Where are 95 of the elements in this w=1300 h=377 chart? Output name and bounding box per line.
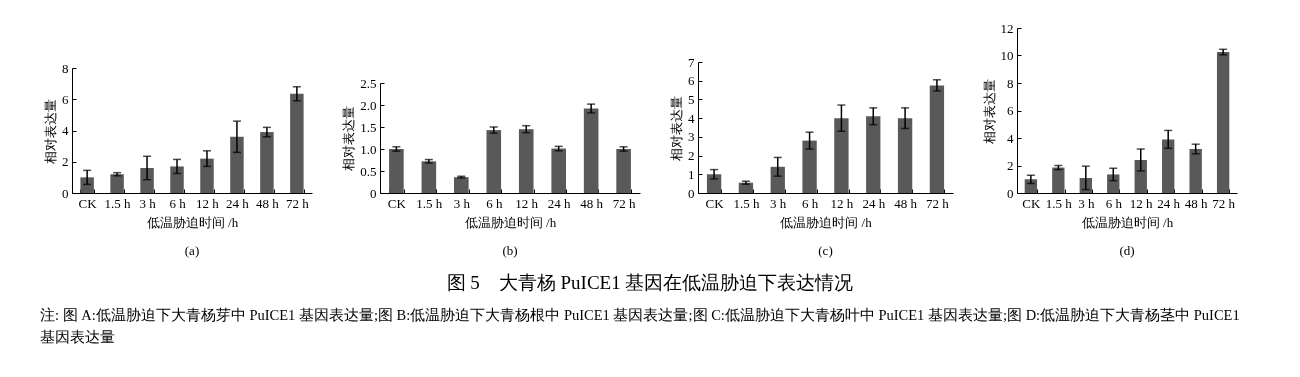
y-tick-label: 6 xyxy=(62,91,69,107)
x-tick-label: 12 h xyxy=(1129,195,1154,211)
x-tick-label: 3 h xyxy=(1078,195,1095,211)
x-tick-label: 24 h xyxy=(862,195,886,211)
x-tick-label: 72 h xyxy=(1212,195,1236,211)
bar xyxy=(802,140,817,193)
x-tick-label: CK xyxy=(387,195,407,211)
x-tick-label: 72 h xyxy=(285,195,310,211)
y-tick-label: 1 xyxy=(688,166,695,182)
y-tick-label: 2.0 xyxy=(360,97,377,113)
y-axis-title: 相对表达量 xyxy=(669,95,684,161)
bar xyxy=(897,118,913,193)
x-tick-label: 1.5 h xyxy=(1045,195,1073,211)
y-tick-label: 1.5 xyxy=(360,119,377,135)
x-tick-label: 48 h xyxy=(894,195,918,211)
y-tick-label: 8 xyxy=(62,60,69,76)
y-tick-label: 4 xyxy=(62,123,69,138)
x-tick-label: CK xyxy=(705,195,725,211)
bar xyxy=(1107,174,1120,193)
y-tick-label: 5 xyxy=(688,91,695,107)
text: (a) xyxy=(184,243,200,258)
y-tick-label: 2 xyxy=(1007,158,1014,173)
x-tick-label: 6 h xyxy=(801,195,819,211)
x-tick-label: 48 h xyxy=(580,195,604,211)
x-axis-title: 低温胁迫时间 /h xyxy=(780,214,873,230)
y-tick-label: 0 xyxy=(62,185,69,201)
bar xyxy=(1162,139,1175,193)
bar xyxy=(110,174,124,193)
x-tick-label: 24 h xyxy=(226,195,250,211)
y-tick-label: 10 xyxy=(1000,48,1014,63)
y-tick-label: 6 xyxy=(1007,103,1014,118)
y-tick-label: 1.0 xyxy=(360,141,377,157)
x-tick-label: 3 h xyxy=(139,195,157,211)
x-tick-label: CK xyxy=(1022,195,1042,211)
bar xyxy=(80,177,94,193)
y-axis-title: 相对表达量 xyxy=(981,78,997,144)
text: (c) xyxy=(818,243,833,258)
x-tick-label: 12 h xyxy=(830,195,854,211)
y-tick-label: 2 xyxy=(688,148,695,164)
x-tick-label: 6 h xyxy=(169,195,187,211)
text: (d) xyxy=(1119,243,1135,258)
y-tick-label: 2 xyxy=(62,154,69,170)
x-tick-label: 12 h xyxy=(196,195,220,211)
x-tick-label: 1.5 h xyxy=(733,195,760,211)
y-tick-label: 0.5 xyxy=(360,163,377,179)
y-tick-label: 12 xyxy=(1000,20,1014,36)
caption: 图 5 大青杨 PuICE1 基因在低温胁迫下表达情况 xyxy=(445,271,855,295)
bar xyxy=(706,174,722,193)
bar xyxy=(421,161,437,193)
bar xyxy=(140,168,154,193)
bar xyxy=(583,108,599,193)
bar xyxy=(290,93,304,193)
x-tick-label: 1.5 h xyxy=(104,195,132,211)
y-tick-label: 0 xyxy=(370,185,377,201)
bar xyxy=(260,132,274,193)
text: 注: 图 A:低温胁迫下大青杨芽中 PuICE1 基因表达量;图 B:低温胁迫下大青杨根中 PuICE1 基因表达量;图 C:低温胁迫下大青杨叶中 PuICE1 基因表达量;图 D:低温胁迫下大青杨茎中 PuICE1 基因表达量 xyxy=(40,306,1240,347)
y-tick-label: 8 xyxy=(1007,75,1014,91)
bar xyxy=(770,166,785,193)
bar xyxy=(1134,160,1147,193)
x-tick-label: 48 h xyxy=(256,195,280,211)
x-tick-label: 12 h xyxy=(515,195,539,211)
bar xyxy=(1189,149,1202,193)
bar xyxy=(454,177,469,193)
x-tick-label: 1.5 h xyxy=(416,195,443,211)
bar xyxy=(230,136,244,193)
x-tick-label: 6 h xyxy=(486,195,503,211)
x-axis-title: 低温胁迫时间 /h xyxy=(146,214,239,230)
bar xyxy=(200,158,214,193)
x-tick-label: 6 h xyxy=(1105,195,1123,211)
y-tick-label: 0 xyxy=(1007,185,1014,201)
x-tick-label: 72 h xyxy=(612,195,636,211)
y-tick-label: 3 xyxy=(688,129,695,145)
x-tick-label: CK xyxy=(78,195,98,211)
text: (b) xyxy=(502,243,518,258)
bar xyxy=(170,166,184,193)
y-axis-title: 相对表达量 xyxy=(341,106,357,171)
x-tick-label: 3 h xyxy=(453,195,471,211)
x-tick-label: 24 h xyxy=(547,195,572,211)
y-tick-label: 7 xyxy=(688,54,695,70)
y-tick-label: 4 xyxy=(1007,130,1014,146)
x-tick-label: 48 h xyxy=(1184,195,1209,211)
x-axis-title: 低温胁迫时间 /h xyxy=(1081,214,1174,230)
x-tick-label: 3 h xyxy=(770,195,787,211)
x-tick-label: 24 h xyxy=(1157,195,1181,211)
y-tick-label: 4 xyxy=(688,110,695,126)
y-tick-label: 6 xyxy=(688,73,695,89)
bar xyxy=(834,118,849,193)
y-axis-title: 相对表达量 xyxy=(43,98,58,164)
x-tick-label: 72 h xyxy=(926,195,950,211)
bar xyxy=(929,85,945,193)
bar xyxy=(866,116,881,193)
y-tick-label: 2.5 xyxy=(360,75,377,91)
bar xyxy=(1024,179,1038,193)
y-tick-label: 0 xyxy=(688,185,695,201)
x-axis-title: 低温胁迫时间 /h xyxy=(464,214,557,230)
